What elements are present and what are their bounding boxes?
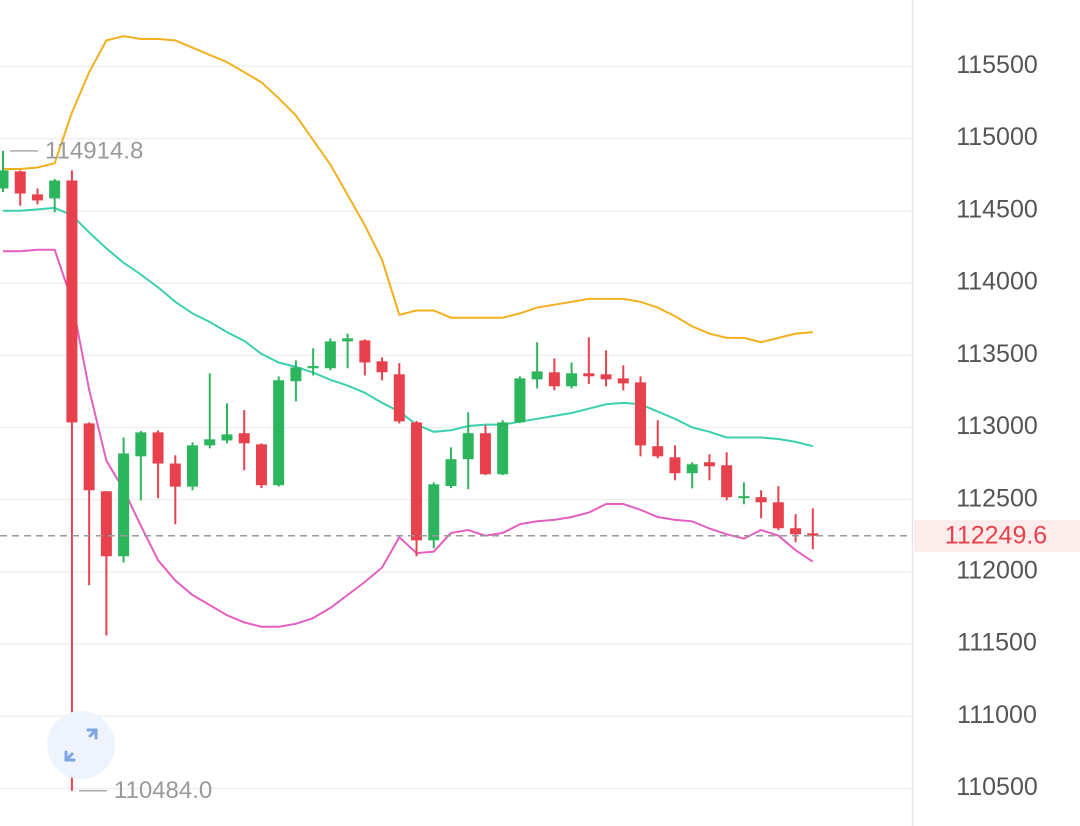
candle-body: [0, 170, 9, 189]
candle-body: [497, 422, 509, 475]
candle-body: [359, 340, 371, 363]
expand-button[interactable]: [47, 711, 115, 779]
candle-body: [652, 446, 664, 457]
candle-body: [428, 484, 440, 541]
candle-body: [600, 374, 612, 380]
band-line: [3, 206, 814, 448]
candle-body: [238, 433, 250, 444]
candle-body: [617, 378, 629, 384]
candle-body: [31, 194, 43, 201]
candle-body: [514, 378, 526, 423]
candle-body: [204, 439, 216, 446]
candle-body: [635, 382, 647, 446]
candle-body: [583, 373, 595, 377]
candle-body: [721, 465, 733, 498]
candle-body: [49, 180, 61, 199]
expand-circle[interactable]: [47, 711, 115, 779]
candle-body: [807, 533, 819, 536]
grid: [0, 65, 912, 790]
candle-body: [187, 445, 199, 487]
candle-body: [772, 502, 784, 529]
annotation-label: 110484.0: [114, 777, 212, 804]
candle-body: [548, 372, 560, 387]
candle-body: [100, 491, 112, 557]
candle-body: [152, 432, 164, 464]
y-tick-label: 112500: [956, 484, 1038, 512]
y-tick-label: 110500: [956, 773, 1038, 801]
band-line: [3, 35, 813, 344]
labels: 110500 111000 111500 112000 112500 113000 1135…: [0, 51, 1080, 804]
candle-body: [686, 464, 698, 474]
candle-body: [566, 373, 578, 387]
y-tick-label: 111000: [957, 701, 1037, 729]
candle-body: [703, 462, 715, 467]
y-tick-label: 115000: [956, 123, 1038, 151]
candle-body: [393, 374, 405, 422]
candle-body: [118, 453, 130, 557]
candle-body: [462, 433, 474, 460]
candle-body: [169, 463, 181, 487]
y-tick-label: 114500: [956, 195, 1038, 223]
candle-body: [14, 171, 26, 194]
expand-icon[interactable]: [64, 728, 98, 762]
candle-body: [66, 180, 78, 423]
y-tick-label: 113500: [956, 340, 1038, 368]
y-tick-label: 115500: [956, 51, 1038, 79]
candles: [0, 150, 819, 791]
candle-body: [738, 496, 750, 499]
candle-body: [790, 528, 802, 535]
candle-body: [755, 497, 767, 503]
candle-body: [273, 380, 285, 486]
candle-body: [83, 423, 95, 491]
candle-body: [411, 422, 423, 541]
candle-body: [342, 338, 354, 342]
candle-body: [531, 371, 543, 380]
candle-body: [135, 432, 147, 457]
last-price-box: [914, 519, 1080, 552]
candle-body: [324, 341, 336, 369]
candle-body: [376, 361, 388, 373]
candle-body: [445, 459, 457, 487]
y-tick-label: 111500: [957, 629, 1037, 657]
bands: [3, 35, 814, 628]
candle-body: [669, 457, 681, 474]
band-line: [3, 248, 814, 628]
annotation-label: 114914.8: [45, 137, 143, 164]
candle-body: [290, 367, 302, 382]
y-tick-label: 113000: [956, 412, 1038, 440]
last-price-label: 112249.6: [945, 521, 1047, 549]
candle-body: [307, 366, 319, 369]
y-tick-label: 114000: [956, 268, 1038, 296]
candle-body: [221, 434, 233, 441]
candle-body: [255, 444, 267, 486]
candle-body: [479, 433, 491, 475]
y-tick-label: 112000: [956, 556, 1038, 584]
